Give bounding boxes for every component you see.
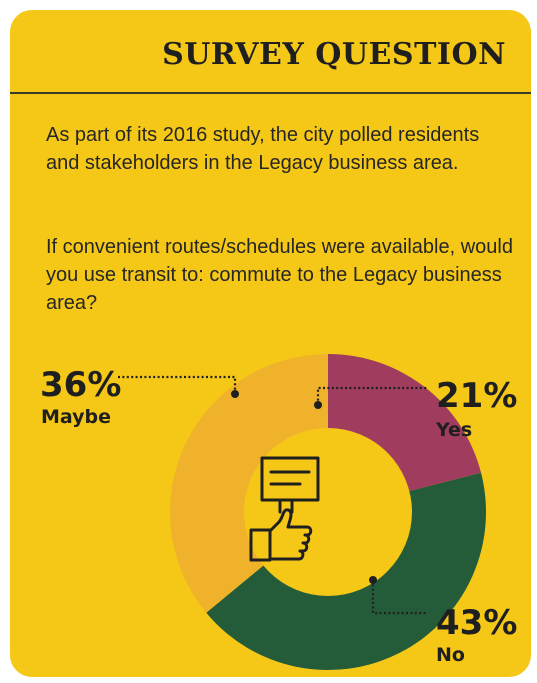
intro-text: As part of its 2016 study, the city poll… [46,124,480,174]
header-divider [10,92,531,94]
yes-category-label: Yes [436,419,473,441]
yes-percent-label: 21% [436,376,518,416]
yes-leader-dot [314,401,322,409]
no-category-label: No [436,644,465,666]
no-percent-label: 43% [436,603,518,643]
donut-center [244,428,412,596]
no-leader-dot [369,576,377,584]
maybe-leader-dot [231,390,239,398]
leader-lines [118,375,428,615]
yes-leader-line [316,386,428,405]
maybe-leader-line [118,375,237,394]
header: SURVEY QUESTION [10,10,531,90]
page-title: SURVEY QUESTION [162,37,506,72]
leader-dots [231,390,377,584]
thumbs-up-sign-icon [249,456,320,562]
maybe-slice [170,354,328,613]
maybe-percent-label: 36% [40,365,122,405]
question-text: If convenient routes/schedules were avai… [46,236,513,314]
maybe-category-label: Maybe [41,406,112,428]
